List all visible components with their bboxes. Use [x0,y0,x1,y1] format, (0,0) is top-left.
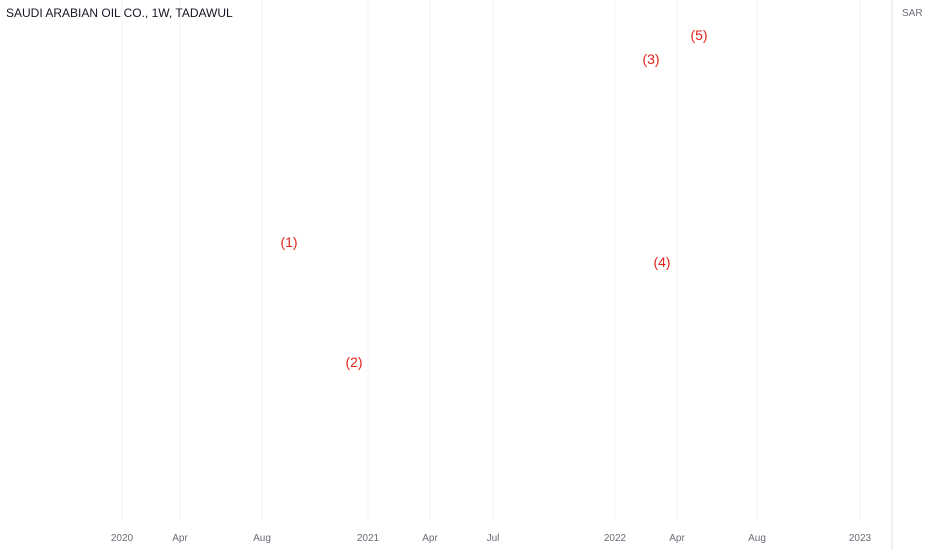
wave-label: (3) [642,51,659,67]
wave-label: (2) [345,354,362,370]
wave-label: (5) [690,27,707,43]
x-tick-label: Jul [487,533,500,544]
currency-label: SAR [902,8,923,19]
x-tick-label: 2020 [111,533,134,544]
x-tick-label: Aug [748,533,766,544]
x-tick-label: 2023 [849,533,872,544]
x-tick-label: Apr [669,533,685,544]
time-axis[interactable]: 2020 Apr Aug 2021 Apr Jul 2022 Apr Aug 2023 [111,533,872,544]
x-tick-label: Apr [172,533,188,544]
chart-title: SAUDI ARABIAN OIL CO., 1W, TADAWUL [6,6,233,20]
wave-label: (1) [280,234,297,250]
grid [121,0,861,520]
x-tick-label: 2022 [604,533,627,544]
x-tick-label: Aug [253,533,271,544]
wave-label: (4) [653,254,670,270]
x-tick-label: Apr [422,533,438,544]
x-tick-label: 2021 [357,533,380,544]
wave-labels: (1) (2) (3) (4) (5) [280,27,707,370]
